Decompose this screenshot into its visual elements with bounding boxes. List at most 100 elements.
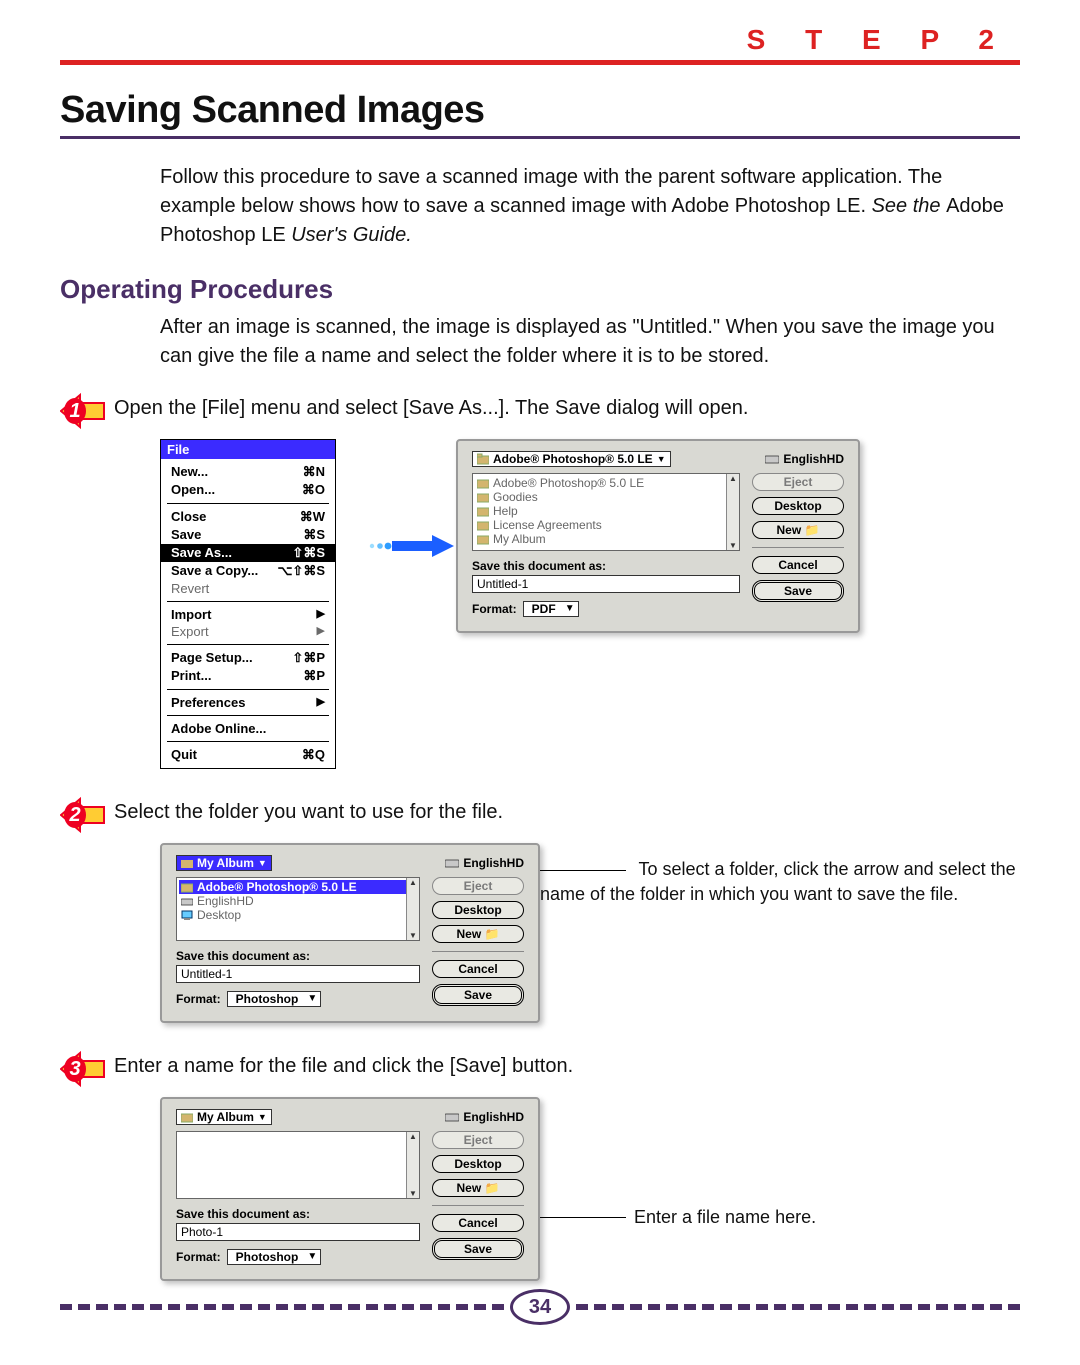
menu-item[interactable]: Save As...⇧⌘S [161, 544, 335, 562]
step-label: S T E P 2 [60, 24, 1020, 56]
disk-indicator: EnglishHD [445, 856, 524, 870]
new-button[interactable]: New 📁 [752, 521, 844, 539]
folder-icon [477, 453, 489, 465]
purple-rule [60, 136, 1020, 139]
folder-icon [181, 1111, 193, 1123]
scrollbar[interactable]: ▲▼ [406, 878, 419, 940]
svg-text:2: 2 [68, 804, 80, 826]
new-button[interactable]: New 📁 [432, 925, 524, 943]
filename-input[interactable] [472, 575, 740, 593]
eject-button[interactable]: Eject [752, 473, 844, 491]
disk-indicator: EnglishHD [445, 1110, 524, 1124]
list-item[interactable]: Adobe® Photoshop® 5.0 LE [179, 880, 417, 894]
menu-item[interactable]: New...⌘N [161, 463, 335, 481]
list-item[interactable]: License Agreements [475, 518, 737, 532]
cancel-button[interactable]: Cancel [432, 960, 524, 978]
save-button[interactable]: Save [752, 580, 844, 602]
file-list[interactable]: Adobe® Photoshop® 5.0 LEGoodiesHelpLicen… [472, 473, 740, 551]
save-as-label: Save this document as: [472, 559, 740, 573]
list-item[interactable]: My Album [475, 532, 737, 546]
menu-item[interactable]: Export▶ [161, 623, 335, 640]
callout-line [540, 1217, 626, 1218]
svg-text:3: 3 [69, 1058, 80, 1080]
menu-item[interactable]: Import▶ [161, 606, 335, 623]
scrollbar[interactable]: ▲▼ [406, 1132, 419, 1198]
chevron-down-icon: ▼ [258, 858, 267, 868]
menu-item[interactable]: Print...⌘P [161, 667, 335, 685]
format-select[interactable]: PDF ▼ [523, 601, 579, 617]
format-label: Format: [176, 992, 221, 1006]
location-dropdown[interactable]: My Album ▼ [176, 855, 272, 871]
location-label: Adobe® Photoshop® 5.0 LE [493, 452, 653, 466]
file-list[interactable]: ▲▼ [176, 1131, 420, 1199]
page-number: 34 [510, 1289, 570, 1325]
location-dropdown[interactable]: Adobe® Photoshop® 5.0 LE ▼ [472, 451, 671, 467]
disk-icon [445, 856, 459, 870]
step1-text: Open the [File] menu and select [Save As… [114, 389, 748, 420]
intro-users-guide: User's Guide. [291, 224, 412, 246]
format-label: Format: [472, 602, 517, 616]
disk-label: EnglishHD [463, 856, 524, 870]
format-label: Format: [176, 1250, 221, 1264]
desktop-button[interactable]: Desktop [752, 497, 844, 515]
intro-paragraph: Follow this procedure to save a scanned … [160, 163, 1020, 250]
eject-button[interactable]: Eject [432, 877, 524, 895]
save-button[interactable]: Save [432, 984, 524, 1006]
disk-label: EnglishHD [463, 1110, 524, 1124]
connector-arrow [336, 439, 456, 557]
save-as-label: Save this document as: [176, 1207, 420, 1221]
menu-item[interactable]: Quit⌘Q [161, 746, 335, 764]
step2-text: Select the folder you want to use for th… [114, 793, 503, 824]
menu-item[interactable]: Close⌘W [161, 508, 335, 526]
location-dropdown[interactable]: My Album ▼ [176, 1109, 272, 1125]
step3-note: Enter a file name here. [634, 1205, 816, 1230]
save-dialog-1: Adobe® Photoshop® 5.0 LE ▼ EnglishHD Ado… [456, 439, 860, 633]
menu-item[interactable]: Save⌘S [161, 526, 335, 544]
step-badge-1: 1 [60, 389, 106, 433]
intro-see-the: See the [872, 195, 947, 217]
list-item[interactable]: Adobe® Photoshop® 5.0 LE [475, 476, 737, 490]
step-badge-3: 3 [60, 1047, 106, 1091]
menu-item[interactable]: Adobe Online... [161, 720, 335, 737]
chevron-down-icon: ▼ [307, 993, 317, 1004]
format-select[interactable]: Photoshop ▼ [227, 991, 322, 1007]
file-menu: File New...⌘NOpen...⌘OClose⌘WSave⌘SSave … [160, 439, 336, 769]
disk-icon [765, 452, 779, 466]
list-item[interactable]: Help [475, 504, 737, 518]
step3-text: Enter a name for the file and click the … [114, 1047, 573, 1078]
menu-item[interactable]: Open...⌘O [161, 481, 335, 499]
format-value: PDF [532, 602, 556, 616]
file-list[interactable]: Adobe® Photoshop® 5.0 LEEnglishHDDesktop… [176, 877, 420, 941]
list-item[interactable]: Desktop [179, 908, 417, 922]
eject-button[interactable]: Eject [432, 1131, 524, 1149]
folder-icon: 📁 [805, 523, 820, 537]
menu-item[interactable]: Preferences▶ [161, 694, 335, 711]
intro-text: Follow this procedure to save a scanned … [160, 166, 942, 217]
cancel-button[interactable]: Cancel [752, 556, 844, 574]
menu-item[interactable]: Revert [161, 580, 335, 597]
chevron-down-icon: ▼ [307, 1251, 317, 1262]
format-value: Photoshop [236, 992, 299, 1006]
cancel-button[interactable]: Cancel [432, 1214, 524, 1232]
list-item[interactable]: EnglishHD [179, 894, 417, 908]
page-title: Saving Scanned Images [60, 89, 1020, 132]
callout-line [540, 870, 626, 871]
page-footer: 34 [60, 1289, 1020, 1325]
section-paragraph: After an image is scanned, the image is … [160, 313, 1020, 371]
folder-icon: 📁 [485, 927, 500, 941]
desktop-button[interactable]: Desktop [432, 1155, 524, 1173]
chevron-down-icon: ▼ [565, 603, 575, 614]
svg-text:1: 1 [69, 400, 80, 422]
red-rule [60, 60, 1020, 65]
desktop-button[interactable]: Desktop [432, 901, 524, 919]
filename-input[interactable] [176, 1223, 420, 1241]
list-item[interactable]: Goodies [475, 490, 737, 504]
format-select[interactable]: Photoshop ▼ [227, 1249, 322, 1265]
menu-item[interactable]: Save a Copy...⌥⇧⌘S [161, 562, 335, 580]
save-button[interactable]: Save [432, 1238, 524, 1260]
scrollbar[interactable]: ▲▼ [726, 474, 739, 550]
new-button[interactable]: New 📁 [432, 1179, 524, 1197]
folder-icon: 📁 [485, 1181, 500, 1195]
menu-item[interactable]: Page Setup...⇧⌘P [161, 649, 335, 667]
filename-input[interactable] [176, 965, 420, 983]
